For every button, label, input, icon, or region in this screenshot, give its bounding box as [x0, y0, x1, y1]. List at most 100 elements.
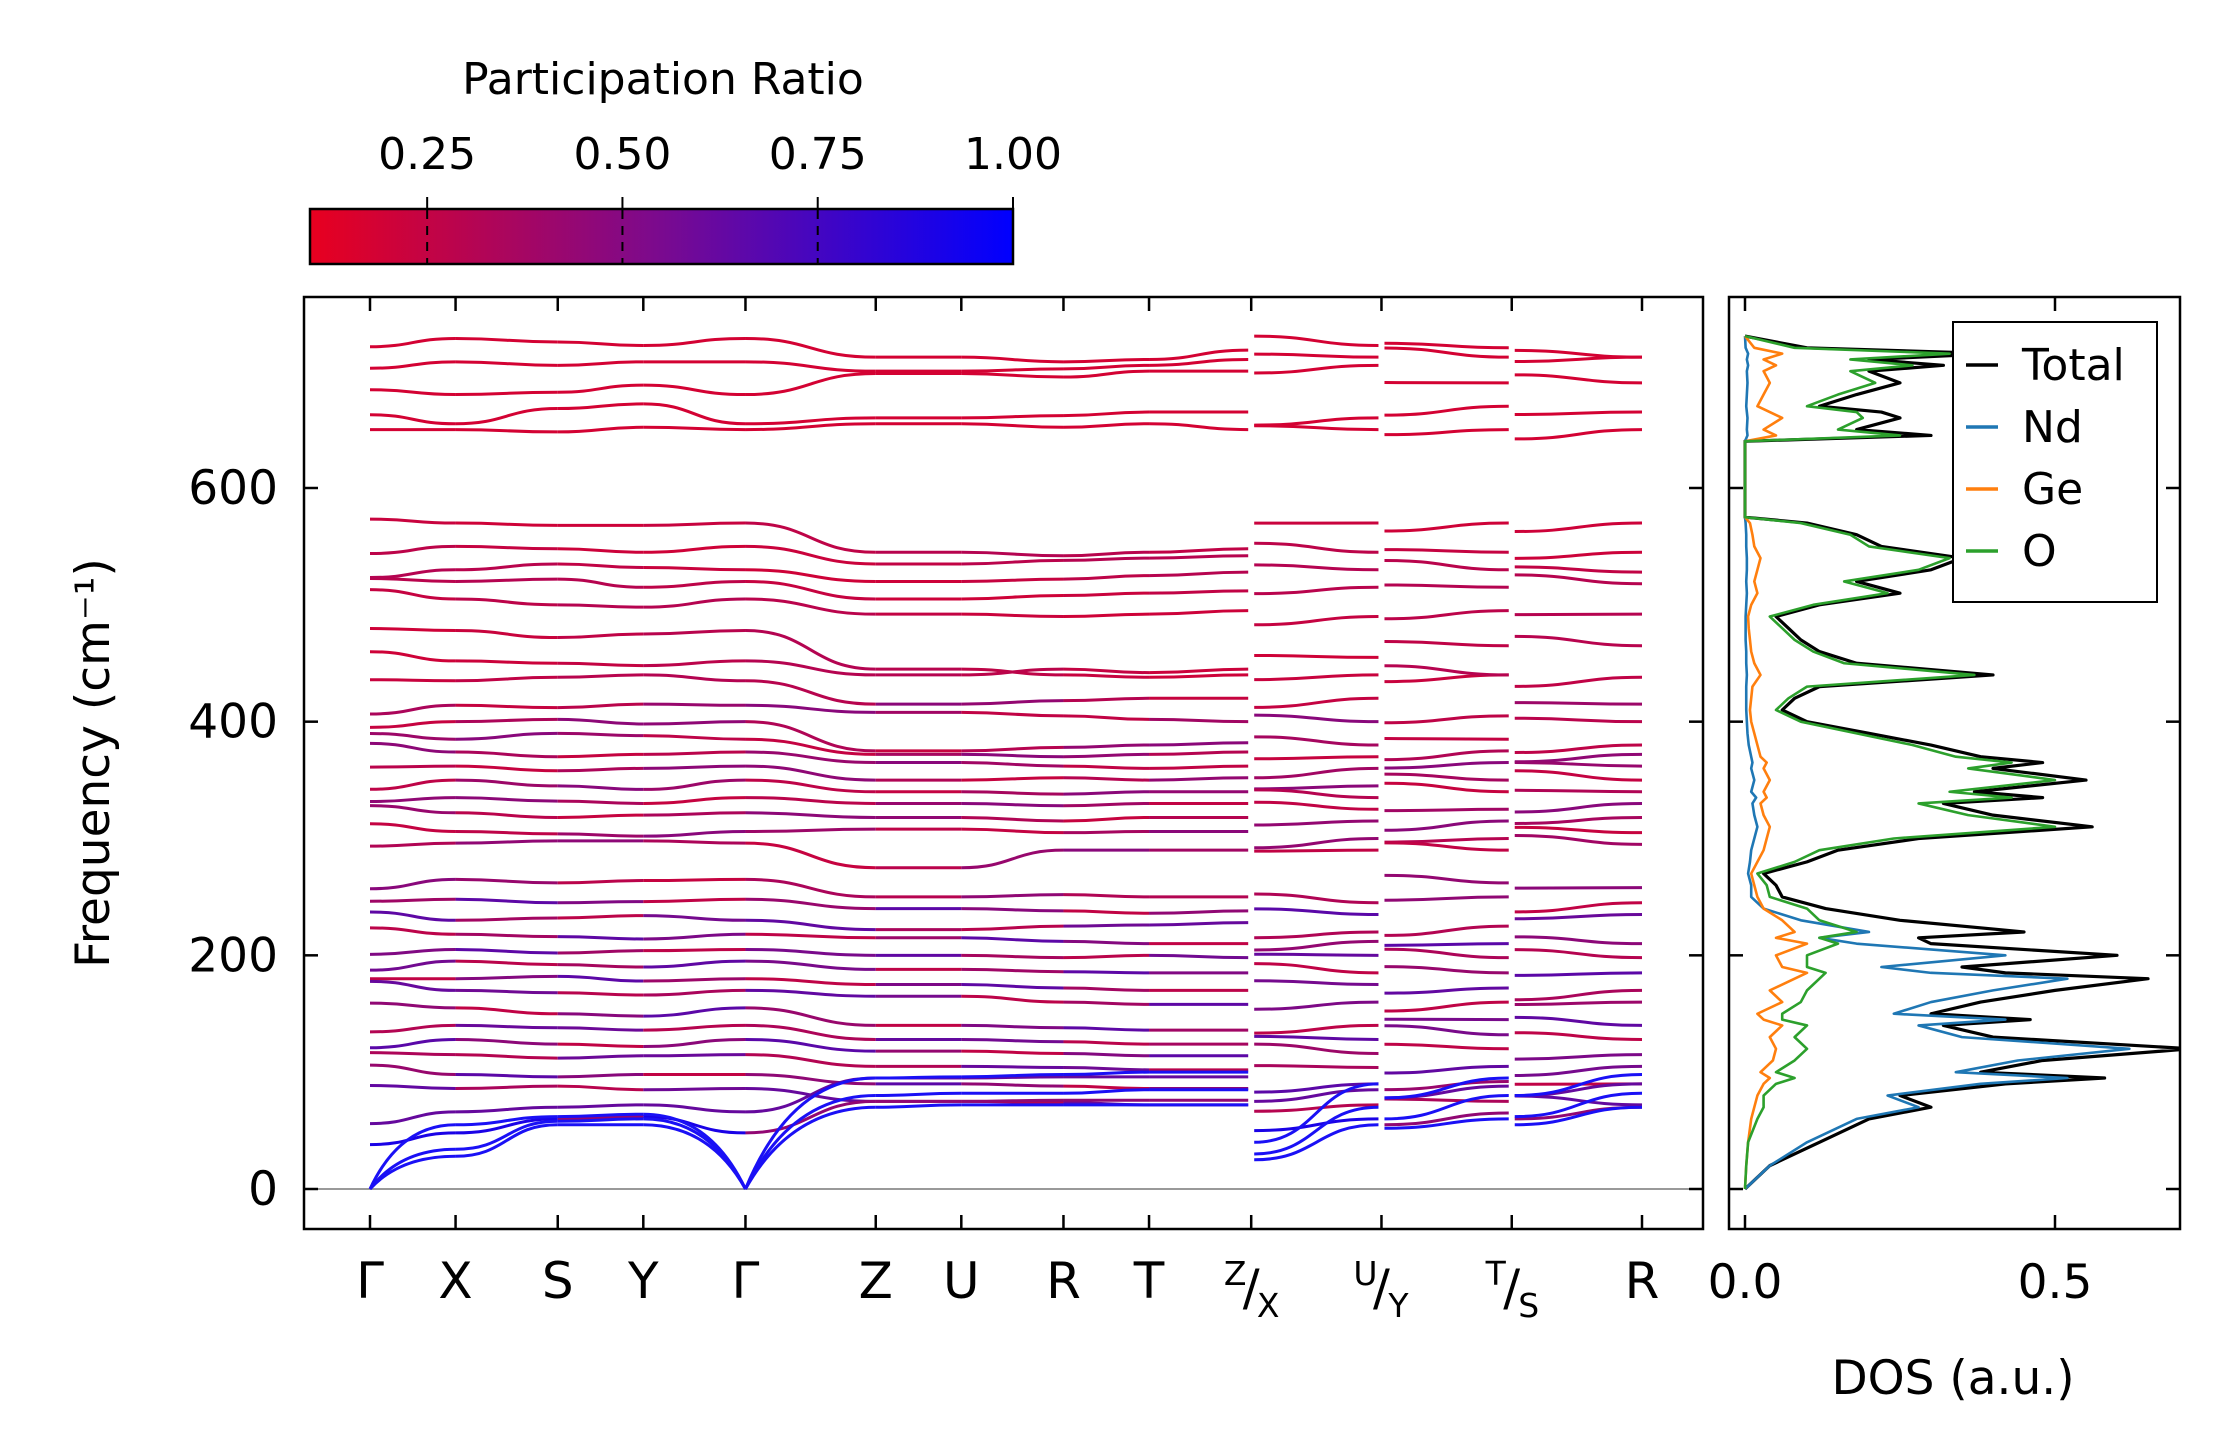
acoustic-band-line [1514, 1105, 1643, 1127]
band-line [961, 355, 1064, 364]
band-line [643, 988, 746, 997]
band-line [643, 897, 746, 904]
band-line [369, 1063, 456, 1076]
legend-label-ge: Ge [2022, 464, 2083, 515]
band-line [1063, 1051, 1150, 1058]
band-line [557, 900, 644, 905]
band-line [455, 731, 558, 741]
band-line [643, 659, 746, 668]
band-line [745, 977, 876, 987]
band-line [961, 577, 1064, 583]
band-line [455, 750, 558, 759]
band-line [369, 822, 456, 833]
band-line [1514, 801, 1643, 814]
kpoint-slash: / [1373, 1259, 1390, 1317]
band-line [643, 521, 746, 527]
band-line [1384, 428, 1509, 437]
kpoint-label: Y [627, 1252, 659, 1310]
band-line [1514, 788, 1643, 794]
band-line [1384, 558, 1509, 572]
band-line [455, 778, 558, 788]
band-line [1514, 521, 1643, 534]
band-line [1254, 1082, 1379, 1094]
colorbar-ticks [426, 197, 1014, 263]
band-line [369, 1051, 456, 1057]
band-line [1063, 764, 1150, 770]
band-line [369, 1131, 456, 1147]
band-line [643, 544, 746, 554]
band-line [961, 367, 1064, 373]
band-line [1514, 761, 1643, 768]
band-line [369, 979, 456, 992]
band-line [1514, 971, 1643, 977]
acoustic-band-line [455, 1123, 558, 1158]
band-line [643, 764, 746, 770]
band-line [455, 916, 558, 922]
band-line [1514, 675, 1643, 688]
band-line [745, 372, 876, 397]
band-line [643, 336, 746, 347]
band-line [1514, 948, 1643, 960]
legend: Total Nd Ge O [1952, 321, 2158, 603]
band-line [961, 699, 1064, 706]
band-line [369, 778, 456, 791]
band-line [1254, 352, 1379, 359]
band-line [1514, 815, 1643, 825]
kpoint-slash: / [1243, 1259, 1260, 1317]
band-line [643, 1023, 746, 1032]
band-line [557, 717, 644, 726]
colorbar-tick-label: 0.25 [378, 129, 476, 180]
band-line [1384, 807, 1509, 813]
band-line [1514, 886, 1643, 890]
band-line [745, 750, 876, 765]
band-line [643, 750, 746, 756]
legend-box [1952, 321, 2158, 603]
band-line [369, 1001, 456, 1010]
band-line [745, 737, 876, 756]
kpoint-label: T [1133, 1252, 1165, 1310]
kpoint-label: Γ [732, 1252, 760, 1310]
band-line [643, 829, 746, 838]
band-line [745, 416, 876, 426]
band-line [961, 1049, 1064, 1055]
band-line [1384, 736, 1509, 741]
band-line [1149, 348, 1249, 361]
band-line [1254, 1117, 1379, 1133]
acoustic-band-line [1384, 1076, 1509, 1100]
band-line [557, 799, 644, 805]
band-line [1254, 585, 1379, 596]
colorbar-tick-label: 0.75 [769, 129, 867, 180]
band-line [1149, 547, 1249, 554]
band-line [745, 1099, 876, 1135]
legend-label-o: O [2022, 526, 2057, 577]
band-line [557, 402, 644, 411]
band-line [455, 428, 558, 434]
band-line [1254, 334, 1379, 347]
band-line [643, 425, 746, 432]
y-axis-ticks: 0 200 400 600 [188, 461, 1703, 1217]
band-line [455, 796, 558, 803]
acoustic-band-line [875, 1091, 962, 1098]
band-line [961, 924, 1064, 932]
band-line [369, 1110, 456, 1126]
band-line [961, 907, 1064, 913]
dos-axis-ticks: 0.0 0.5 [1708, 297, 2180, 1310]
acoustic-band-line [1514, 1073, 1643, 1098]
band-line [1254, 784, 1379, 791]
acoustic-band-line [1514, 1091, 1643, 1119]
band-line [557, 1084, 644, 1092]
band-line [455, 1053, 558, 1060]
band-line [643, 959, 746, 969]
band-line [643, 702, 746, 707]
band-line [961, 667, 1064, 677]
band-line [557, 813, 644, 819]
band-line [1063, 909, 1150, 915]
band-line [369, 897, 456, 903]
band-line [1149, 422, 1249, 432]
band-line [557, 1012, 644, 1018]
band-line [455, 407, 558, 426]
band-line [1384, 609, 1509, 621]
band-line [1254, 1103, 1379, 1113]
